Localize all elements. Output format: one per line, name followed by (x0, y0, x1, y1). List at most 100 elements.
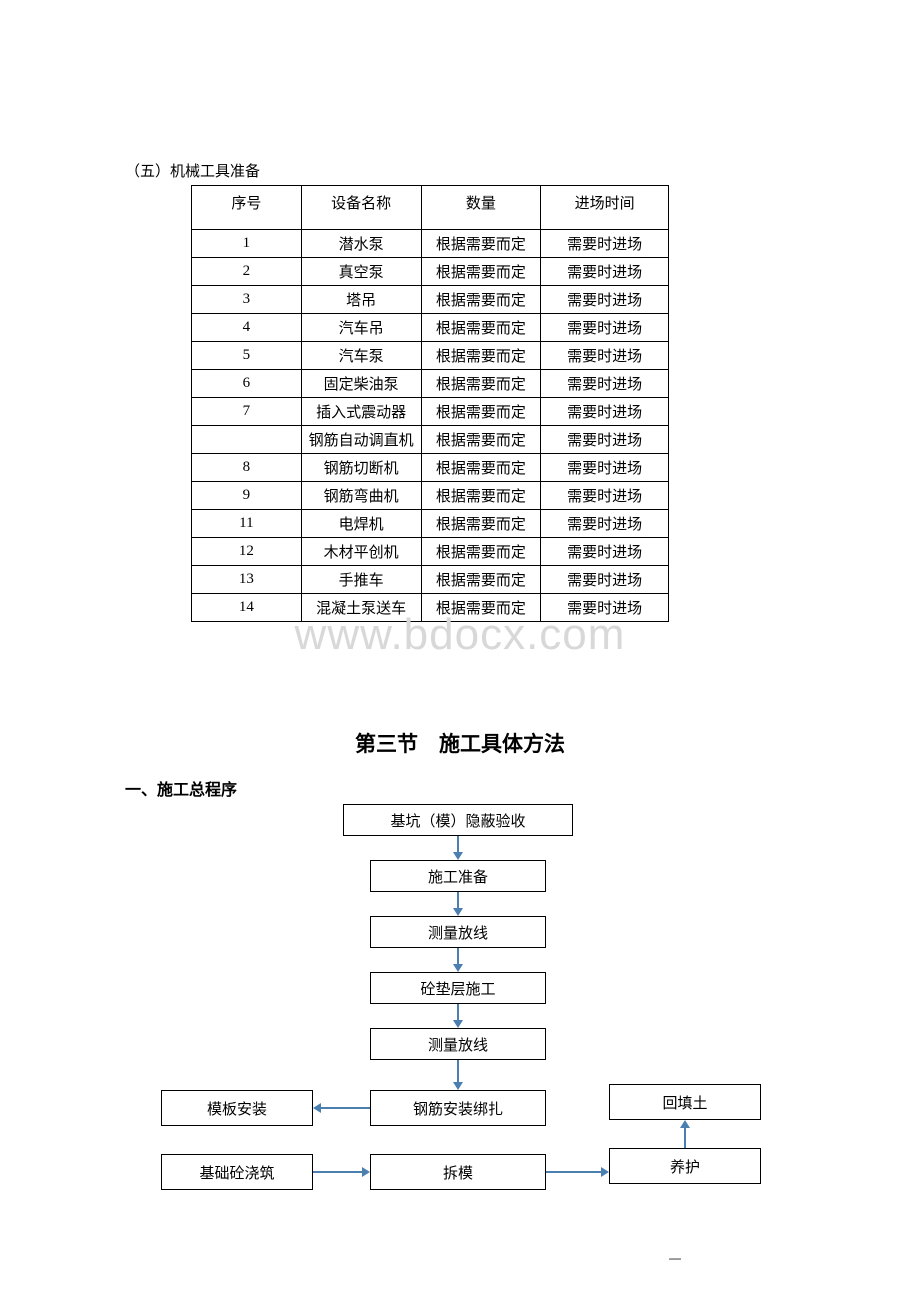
table-header-cell: 设备名称 (301, 186, 421, 230)
flow-arrow-right-icon (601, 1167, 609, 1177)
table-cell: 需要时进场 (541, 230, 669, 258)
table-cell: 需要时进场 (541, 482, 669, 510)
table-cell: 需要时进场 (541, 510, 669, 538)
flow-arrow-up-icon (680, 1120, 690, 1128)
table-cell: 1 (192, 230, 302, 258)
flow-edge (684, 1126, 686, 1148)
table-cell: 根据需要而定 (421, 230, 541, 258)
table-cell: 木材平创机 (301, 538, 421, 566)
table-cell: 钢筋弯曲机 (301, 482, 421, 510)
flowchart: 基坑（模）隐蔽验收施工准备测量放线砼垫层施工测量放线钢筋安装绑扎模板安装基础砼浇… (125, 804, 795, 1214)
table-cell: 电焊机 (301, 510, 421, 538)
table-cell: 钢筋自动调直机 (301, 426, 421, 454)
flow-arrow-down-icon (453, 908, 463, 916)
table-cell: 根据需要而定 (421, 258, 541, 286)
table-cell: 汽车泵 (301, 342, 421, 370)
flow-node: 基坑（模）隐蔽验收 (343, 804, 573, 836)
flow-arrow-down-icon (453, 964, 463, 972)
table-cell: 固定柴油泵 (301, 370, 421, 398)
table-row: 5汽车泵根据需要而定需要时进场 (192, 342, 669, 370)
table-row: 1潜水泵根据需要而定需要时进场 (192, 230, 669, 258)
table-row: 11电焊机根据需要而定需要时进场 (192, 510, 669, 538)
table-cell: 根据需要而定 (421, 566, 541, 594)
table-cell: 根据需要而定 (421, 426, 541, 454)
table-cell: 根据需要而定 (421, 398, 541, 426)
table-row: 钢筋自动调直机根据需要而定需要时进场 (192, 426, 669, 454)
table-cell: 根据需要而定 (421, 482, 541, 510)
table-row: 4汽车吊根据需要而定需要时进场 (192, 314, 669, 342)
flow-arrow-down-icon (453, 852, 463, 860)
table-cell: 插入式震动器 (301, 398, 421, 426)
flow-edge (457, 1060, 459, 1084)
equipment-table: 序号设备名称数量进场时间 1潜水泵根据需要而定需要时进场2真空泵根据需要而定需要… (191, 185, 669, 622)
section-title: 第三节 施工具体方法 (125, 728, 795, 758)
table-cell: 手推车 (301, 566, 421, 594)
table-cell: 5 (192, 342, 302, 370)
table-cell: 12 (192, 538, 302, 566)
table-cell: 14 (192, 594, 302, 622)
flow-arrow-left-icon (313, 1103, 321, 1113)
table-cell: 需要时进场 (541, 258, 669, 286)
table-cell: 13 (192, 566, 302, 594)
table-header-cell: 序号 (192, 186, 302, 230)
table-cell: 6 (192, 370, 302, 398)
table-cell (192, 426, 302, 454)
table-cell: 混凝土泵送车 (301, 594, 421, 622)
table-cell: 塔吊 (301, 286, 421, 314)
section-header: （五）机械工具准备 (125, 160, 795, 181)
table-cell: 根据需要而定 (421, 594, 541, 622)
table-cell: 根据需要而定 (421, 454, 541, 482)
table-cell: 需要时进场 (541, 342, 669, 370)
table-header-cell: 数量 (421, 186, 541, 230)
flow-node: 养护 (609, 1148, 761, 1184)
flow-node: 测量放线 (370, 1028, 546, 1060)
table-cell: 根据需要而定 (421, 510, 541, 538)
table-row: 14混凝土泵送车根据需要而定需要时进场 (192, 594, 669, 622)
flow-node: 砼垫层施工 (370, 972, 546, 1004)
table-cell: 需要时进场 (541, 286, 669, 314)
table-cell: 根据需要而定 (421, 538, 541, 566)
table-row: 13手推车根据需要而定需要时进场 (192, 566, 669, 594)
table-cell: 根据需要而定 (421, 314, 541, 342)
table-row: 2真空泵根据需要而定需要时进场 (192, 258, 669, 286)
flow-node: 拆模 (370, 1154, 546, 1190)
table-cell: 需要时进场 (541, 594, 669, 622)
subsection-heading: 一、施工总程序 (125, 776, 795, 800)
flow-edge (546, 1171, 603, 1173)
flow-arrow-down-icon (453, 1082, 463, 1090)
table-cell: 2 (192, 258, 302, 286)
flow-node: 模板安装 (161, 1090, 313, 1126)
flow-node: 测量放线 (370, 916, 546, 948)
table-row: 6固定柴油泵根据需要而定需要时进场 (192, 370, 669, 398)
table-cell: 需要时进场 (541, 454, 669, 482)
flow-arrow-right-icon (362, 1167, 370, 1177)
flow-node: 回填土 (609, 1084, 761, 1120)
table-cell: 汽车吊 (301, 314, 421, 342)
table-row: 9钢筋弯曲机根据需要而定需要时进场 (192, 482, 669, 510)
table-cell: 需要时进场 (541, 566, 669, 594)
table-row: 7插入式震动器根据需要而定需要时进场 (192, 398, 669, 426)
flow-edge (313, 1171, 364, 1173)
table-row: 8钢筋切断机根据需要而定需要时进场 (192, 454, 669, 482)
table-cell: 根据需要而定 (421, 342, 541, 370)
flow-node: 施工准备 (370, 860, 546, 892)
table-cell: 需要时进场 (541, 538, 669, 566)
table-cell: 9 (192, 482, 302, 510)
flow-edge (319, 1107, 370, 1109)
table-row: 3塔吊根据需要而定需要时进场 (192, 286, 669, 314)
table-row: 12木材平创机根据需要而定需要时进场 (192, 538, 669, 566)
table-cell: 根据需要而定 (421, 370, 541, 398)
table-cell: 需要时进场 (541, 314, 669, 342)
page-number: ▁▁▁ (669, 1253, 680, 1260)
table-cell: 3 (192, 286, 302, 314)
flow-node: 基础砼浇筑 (161, 1154, 313, 1190)
table-cell: 需要时进场 (541, 426, 669, 454)
table-cell: 8 (192, 454, 302, 482)
table-cell: 钢筋切断机 (301, 454, 421, 482)
table-cell: 7 (192, 398, 302, 426)
table-cell: 真空泵 (301, 258, 421, 286)
flow-arrow-down-icon (453, 1020, 463, 1028)
table-cell: 11 (192, 510, 302, 538)
table-cell: 潜水泵 (301, 230, 421, 258)
flow-node: 钢筋安装绑扎 (370, 1090, 546, 1126)
